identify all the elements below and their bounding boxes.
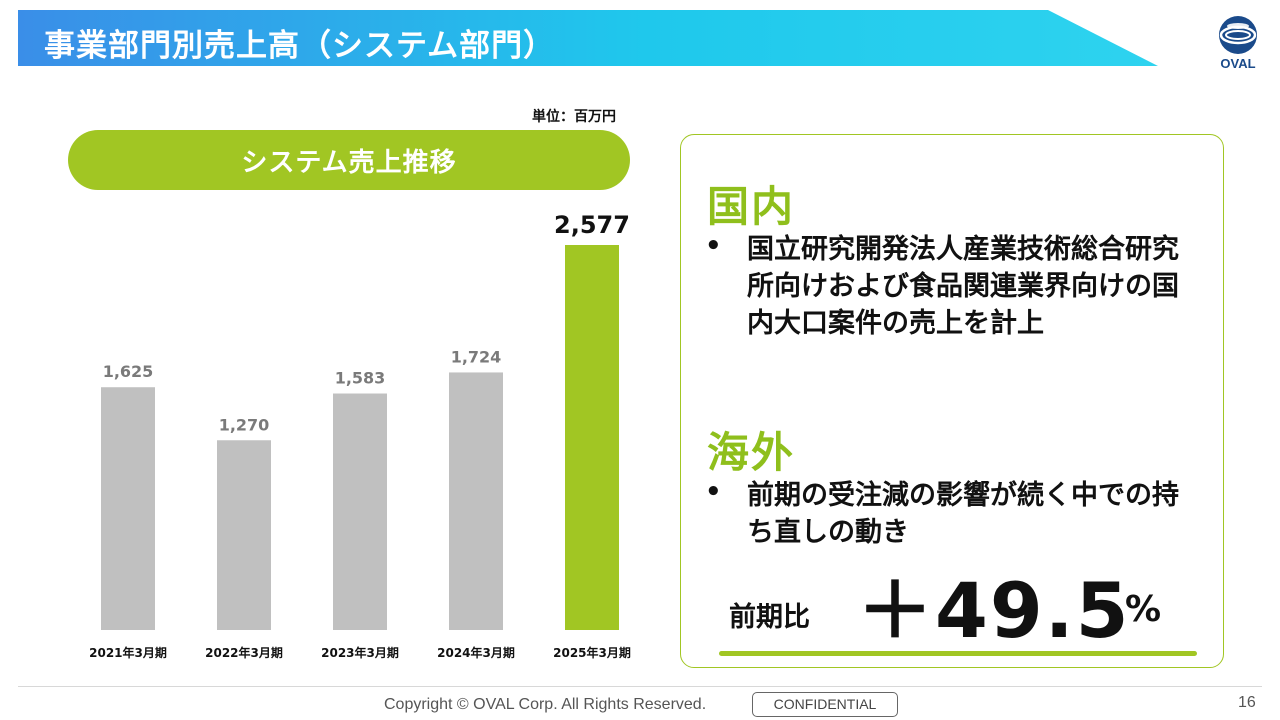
category-label-2025年3月期: 2025年3月期 [553,645,631,660]
footer-divider [18,686,1262,687]
sales-bar-chart: 1,625 2021年3月期 1,270 2022年3月期 1,583 2023年3月期 1… [89,211,631,660]
yoy-unit: % [1125,589,1162,630]
commentary-panel: 国内 • 国立研究開発法人産業技術総合研究所向けおよび食品関連業界向けの国内大口… [680,134,1224,668]
copyright-text: Copyright © OVAL Corp. All Rights Reserv… [384,696,707,713]
bar-2022年3月期 [217,440,271,630]
category-label-2024年3月期: 2024年3月期 [437,645,515,660]
domestic-bullet: • 国立研究開発法人産業技術総合研究所向けおよび食品関連業界向けの国内大口案件の… [705,231,1205,342]
domestic-bullet-text: 国立研究開発法人産業技術総合研究所向けおよび食品関連業界向けの国内大口案件の売上… [747,234,1179,339]
bullet-icon: • [705,231,722,261]
value-label-2022年3月期: 1,270 [219,415,270,434]
confidential-badge: CONFIDENTIAL [752,692,898,717]
overseas-bullet-text: 前期の受注減の影響が続く中での持ち直しの動き [747,480,1179,548]
value-label-2021年3月期: 1,625 [103,362,154,381]
value-label-2024年3月期: 1,724 [451,347,502,366]
bar-2024年3月期 [449,372,503,630]
category-label-2022年3月期: 2022年3月期 [205,645,283,660]
yoy-label: 前期比 [729,602,810,633]
company-logo: OVAL [1212,14,1264,74]
overseas-heading: 海外 [707,428,796,477]
bullet-icon: • [705,477,722,507]
yoy-underline [719,651,1197,656]
oval-logo-icon [1219,16,1257,54]
page-number: 16 [1238,694,1256,711]
bar-2025年3月期 [565,245,619,630]
yoy-value: ＋49.5 [857,566,1131,655]
value-label-2023年3月期: 1,583 [335,369,386,388]
chart-heading-pill: システム売上推移 [68,130,630,190]
category-label-2021年3月期: 2021年3月期 [89,645,167,660]
value-label-2025年3月期: 2,577 [554,211,630,239]
domestic-heading: 国内 [707,182,796,231]
logo-text: OVAL [1220,56,1256,71]
bar-2021年3月期 [101,387,155,630]
title-banner: 事業部門別売上高（システム部門） [18,10,1158,66]
slide-title: 事業部門別売上高（システム部門） [44,28,556,64]
overseas-bullet: • 前期の受注減の影響が続く中での持ち直しの動き [705,477,1205,551]
category-label-2023年3月期: 2023年3月期 [321,645,399,660]
unit-label: 単位：百万円 [532,109,616,125]
bar-2023年3月期 [333,393,387,630]
chart-heading: システム売上推移 [241,147,457,178]
